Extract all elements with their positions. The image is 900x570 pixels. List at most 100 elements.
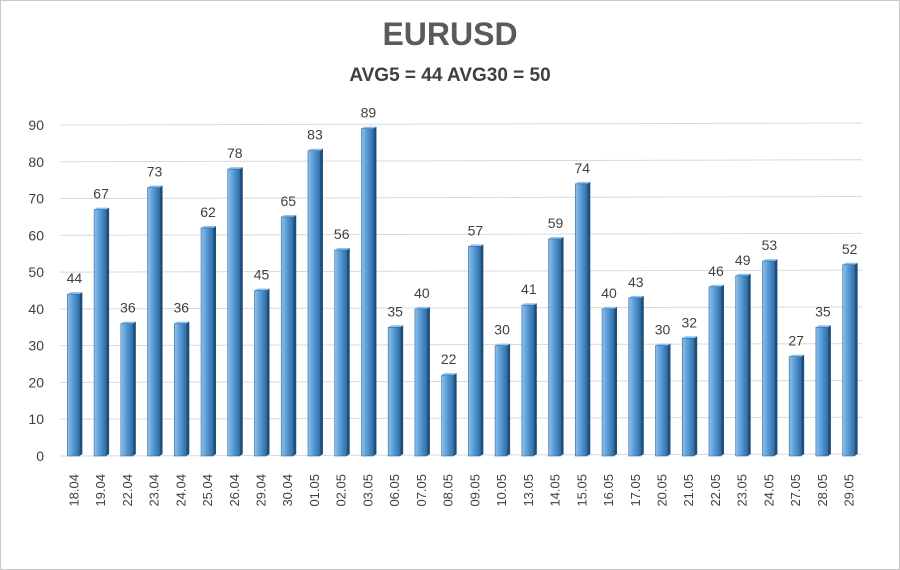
bar xyxy=(521,303,537,457)
bar-side xyxy=(213,225,217,456)
gridline xyxy=(59,343,863,347)
bar-top xyxy=(495,343,511,346)
data-label: 30 xyxy=(494,322,510,338)
y-tick-label: 20 xyxy=(28,374,44,390)
bar xyxy=(227,167,243,457)
bar xyxy=(334,248,350,457)
data-label: 56 xyxy=(334,226,350,242)
x-tick-label: 24.04 xyxy=(173,474,188,507)
bar-side xyxy=(774,259,778,456)
bar-top xyxy=(281,214,297,217)
bar xyxy=(387,325,404,457)
x-tick-label: 22.05 xyxy=(708,474,723,507)
bar-side xyxy=(266,288,270,456)
bar-side xyxy=(106,207,110,456)
bar-side xyxy=(720,284,724,456)
bar-top xyxy=(174,321,190,324)
data-label: 27 xyxy=(788,333,804,349)
bar xyxy=(601,306,618,457)
bar xyxy=(414,306,430,457)
bar-side xyxy=(159,185,163,456)
data-label: 49 xyxy=(735,252,751,268)
bar xyxy=(120,321,136,457)
x-tick-label: 23.05 xyxy=(735,474,750,507)
data-label: 59 xyxy=(548,215,564,231)
bar xyxy=(842,262,858,457)
x-tick-label: 24.05 xyxy=(761,474,776,507)
y-tick-label: 80 xyxy=(28,154,44,170)
bar-front xyxy=(67,293,80,457)
bar-front xyxy=(601,308,615,457)
x-tick-label: 21.05 xyxy=(681,474,696,507)
data-label: 36 xyxy=(120,300,136,316)
bar xyxy=(815,325,831,457)
bar-front xyxy=(762,260,775,457)
x-tick-label: 30.04 xyxy=(280,474,295,507)
bar-top xyxy=(334,248,350,251)
bar-side xyxy=(533,303,537,456)
data-label: 35 xyxy=(815,303,831,319)
bar-top xyxy=(815,325,831,328)
bar-side xyxy=(346,248,350,456)
bar-side xyxy=(426,306,430,456)
bar xyxy=(441,373,457,457)
x-tick-label: 14.05 xyxy=(548,474,563,507)
gridline xyxy=(59,196,863,200)
bar xyxy=(307,148,323,457)
x-tick-label: 17.05 xyxy=(628,474,643,507)
bar-front xyxy=(681,338,695,457)
bar-side xyxy=(319,148,323,456)
y-tick-label: 70 xyxy=(28,191,44,207)
bar xyxy=(254,288,270,457)
bar xyxy=(494,343,511,457)
y-tick-label: 90 xyxy=(28,117,44,133)
bar-side xyxy=(801,354,805,456)
bars xyxy=(67,126,858,457)
bar xyxy=(468,244,484,457)
x-tick-label: 26.04 xyxy=(227,474,242,507)
bar xyxy=(200,225,217,457)
bar-front xyxy=(280,216,294,457)
y-tick-label: 50 xyxy=(28,264,44,280)
x-tick-label: 06.05 xyxy=(387,474,402,507)
bar-top xyxy=(548,237,564,240)
bar-side xyxy=(373,126,377,456)
bar-side xyxy=(79,292,83,456)
bar-top xyxy=(789,354,805,357)
data-label: 32 xyxy=(681,314,697,330)
data-label: 35 xyxy=(387,303,403,319)
x-tick-label: 13.05 xyxy=(521,474,536,507)
bar-side xyxy=(453,373,457,456)
bar-front xyxy=(548,238,561,457)
data-label: 41 xyxy=(521,281,537,297)
bar-top xyxy=(388,325,404,328)
bar-side xyxy=(132,321,136,456)
y-tick-label: 40 xyxy=(28,301,44,317)
bar-top xyxy=(842,262,858,265)
x-tick-label: 08.05 xyxy=(441,474,456,507)
y-tick-label: 0 xyxy=(36,448,44,464)
bar-top xyxy=(307,148,323,151)
bar-side xyxy=(239,167,243,456)
bar-front xyxy=(361,128,374,457)
data-label: 52 xyxy=(842,241,858,257)
bar-front xyxy=(521,304,535,457)
data-label: 73 xyxy=(147,164,163,180)
gridline xyxy=(59,269,863,273)
data-label: 40 xyxy=(414,285,430,301)
bar-top xyxy=(762,259,778,262)
chart-subtitle: AVG5 = 44 AVG30 = 50 xyxy=(349,65,551,86)
bar-front xyxy=(468,246,481,457)
bar-front xyxy=(842,264,855,457)
data-label: 57 xyxy=(468,222,484,238)
data-label: 89 xyxy=(361,105,377,121)
bar-side xyxy=(186,321,190,456)
x-tick-label: 09.05 xyxy=(467,474,482,507)
bar-top xyxy=(441,373,457,376)
data-label: 43 xyxy=(628,274,644,290)
gridline xyxy=(59,416,863,420)
bar xyxy=(628,295,644,457)
bar-front xyxy=(655,345,668,457)
bar-top xyxy=(575,181,591,184)
